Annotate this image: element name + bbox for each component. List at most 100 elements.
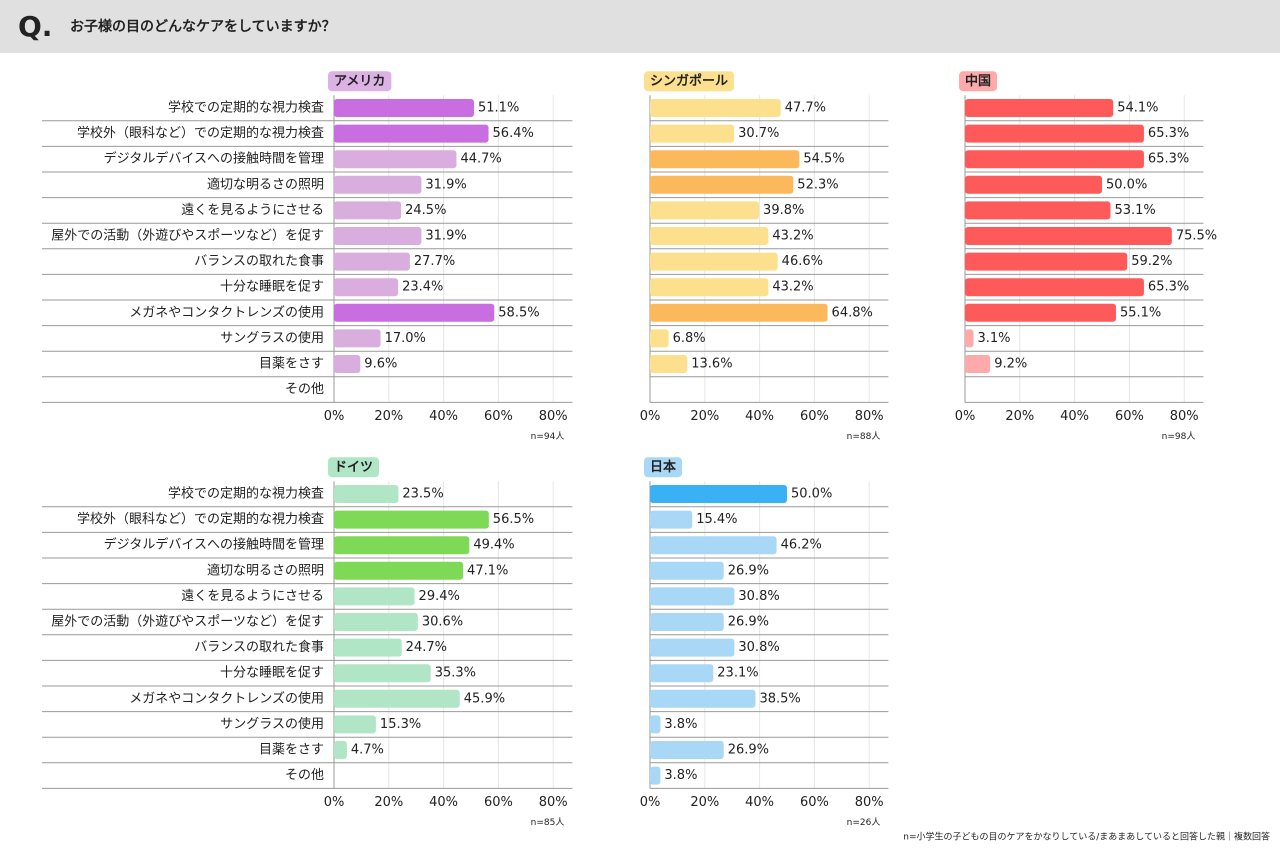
bar (334, 536, 470, 555)
value-label: 3.8% (664, 768, 697, 783)
x-tick-label: 40% (745, 409, 774, 424)
panel-title-bg (644, 457, 683, 478)
x-tick-label: 60% (1115, 409, 1144, 424)
x-tick-label: 0% (640, 409, 661, 424)
bar (965, 175, 1102, 194)
value-label: 65.3% (1148, 280, 1189, 295)
category-label: 学校での定期的な視力検査 (168, 100, 324, 116)
category-label: その他 (285, 768, 324, 783)
value-label: 24.5% (405, 203, 446, 218)
value-label: 30.6% (422, 615, 463, 630)
value-label: 55.1% (1120, 305, 1161, 320)
bar (650, 175, 794, 194)
bar (650, 303, 828, 322)
value-label: 50.0% (791, 487, 832, 502)
bar (650, 766, 661, 785)
value-label: 58.5% (498, 305, 539, 320)
bar (965, 329, 974, 348)
category-label: 遠くを見るようにさせる (181, 589, 324, 604)
bar (965, 99, 1114, 117)
value-label: 49.4% (473, 538, 514, 553)
bar (334, 613, 418, 631)
sample-note: n=94人 (531, 431, 565, 442)
x-tick-label: 40% (429, 795, 458, 810)
category-label: デジタルデバイスへの接触時間を管理 (104, 151, 324, 167)
category-label: 目薬をさす (259, 357, 324, 372)
bar (965, 227, 1172, 245)
bar (650, 561, 724, 580)
bar (334, 150, 457, 169)
x-tick-label: 40% (745, 795, 774, 810)
value-label: 23.1% (717, 666, 758, 681)
value-label: 47.1% (467, 563, 508, 578)
panel-title: アメリカ (334, 74, 385, 89)
bar (650, 201, 760, 220)
value-label: 38.5% (759, 691, 800, 706)
panel-title-bg (644, 71, 735, 92)
value-label: 65.3% (1148, 126, 1189, 141)
x-tick-label: 80% (539, 795, 568, 810)
bar (650, 715, 661, 734)
value-label: 50.0% (1106, 177, 1147, 192)
bar (650, 99, 781, 117)
panel-title: 日本 (650, 459, 676, 475)
x-tick-label: 40% (1060, 409, 1089, 424)
category-label: 学校での定期的な視力検査 (168, 486, 324, 502)
value-label: 39.8% (763, 203, 804, 218)
x-tick-label: 80% (855, 409, 884, 424)
x-tick-label: 20% (374, 795, 403, 810)
bar (334, 741, 347, 759)
value-label: 26.9% (728, 743, 769, 758)
value-label: 9.6% (364, 357, 397, 372)
bar (334, 587, 415, 606)
value-label: 29.4% (419, 589, 460, 604)
bar (650, 510, 693, 529)
question-mark: Q. (18, 10, 52, 43)
footnote: n=小学生の子どもの目のケアをかなりしている/まあまあしていると回答した親｜複数… (903, 831, 1270, 843)
bar (965, 124, 1144, 143)
bar (650, 536, 777, 555)
x-tick-label: 0% (324, 409, 345, 424)
panel-title: 中国 (965, 73, 991, 89)
category-label: バランスの取れた食事 (194, 639, 324, 655)
sample-note: n=98人 (1162, 431, 1196, 442)
bar (965, 303, 1116, 322)
bar (650, 329, 669, 348)
value-label: 23.5% (402, 487, 443, 502)
bar (650, 613, 724, 631)
x-tick-label: 20% (1005, 409, 1034, 424)
category-label: 目薬をさす (259, 743, 324, 758)
bar (334, 329, 381, 348)
x-tick-label: 60% (484, 409, 513, 424)
value-label: 45.9% (464, 691, 505, 706)
panel-title: ドイツ (334, 460, 373, 475)
value-label: 30.8% (738, 640, 779, 655)
bar (650, 150, 800, 169)
x-tick-label: 40% (429, 409, 458, 424)
value-label: 3.8% (664, 717, 697, 732)
question-title: お子様の目のどんなケアをしていますか？ (70, 18, 336, 35)
bar (334, 510, 489, 529)
bar (650, 741, 724, 759)
category-label: メガネやコンタクトレンズの使用 (129, 304, 324, 320)
panel-title-bg (328, 71, 392, 92)
bar (650, 278, 769, 297)
value-label: 9.2% (994, 357, 1027, 372)
value-label: 13.6% (691, 357, 732, 372)
x-tick-label: 20% (690, 795, 719, 810)
bar (965, 201, 1111, 220)
value-label: 64.8% (832, 305, 873, 320)
value-label: 23.4% (402, 280, 443, 295)
bar (965, 278, 1144, 297)
bar (334, 303, 495, 322)
value-label: 47.7% (785, 101, 826, 116)
category-label: 十分な睡眠を促す (220, 666, 324, 681)
bar (334, 355, 361, 373)
value-label: 54.1% (1117, 101, 1158, 116)
bar (334, 227, 422, 245)
value-label: 27.7% (414, 254, 455, 269)
x-tick-label: 0% (324, 795, 345, 810)
value-label: 6.8% (673, 331, 706, 346)
bar (334, 689, 460, 708)
value-label: 53.1% (1114, 203, 1155, 218)
